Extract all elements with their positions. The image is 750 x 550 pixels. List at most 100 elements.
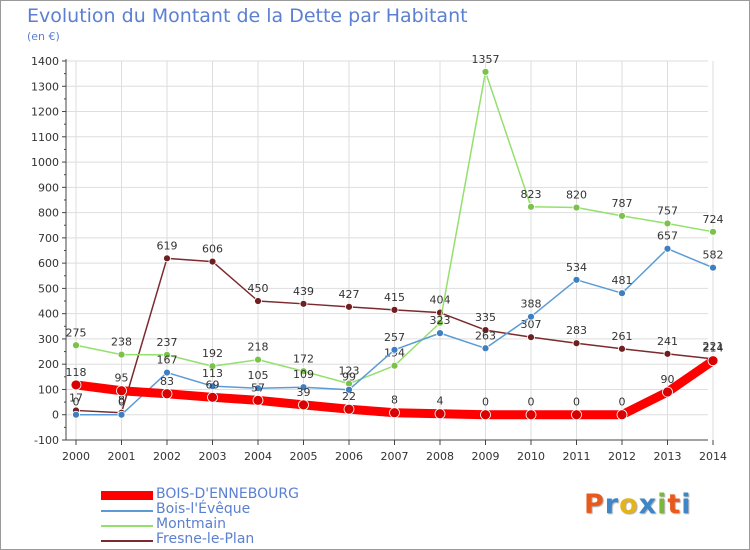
chart-title: Evolution du Montant de la Dette par Hab… xyxy=(27,5,468,27)
data-point-bois-d-ennebourg xyxy=(707,355,719,367)
legend-label-bois-d-ennebourg: BOIS-D'ENNEBOURG xyxy=(156,486,299,502)
data-point-fresne-le-plan xyxy=(208,257,217,266)
data-label-bois-d-ennebourg: 0 xyxy=(482,396,489,409)
y-tick-label: 800 xyxy=(38,207,59,220)
data-label-bois-l-eveque: 323 xyxy=(430,314,451,327)
data-point-fresne-le-plan xyxy=(481,326,490,334)
data-point-bois-d-ennebourg xyxy=(571,409,582,421)
data-point-montmain xyxy=(254,355,262,364)
y-tick-label: 0 xyxy=(52,409,59,422)
y-tick-label: 1400 xyxy=(31,55,59,68)
data-label-bois-l-eveque: 263 xyxy=(475,329,496,342)
data-point-montmain xyxy=(527,202,535,211)
legend-swatch-bois-l-eveque xyxy=(101,510,153,512)
data-point-montmain xyxy=(208,362,217,371)
data-label-bois-d-ennebourg: 39 xyxy=(297,386,311,399)
y-tick-label: 200 xyxy=(38,358,59,371)
data-label-fresne-le-plan: 404 xyxy=(430,294,451,307)
data-label-bois-l-eveque: 534 xyxy=(566,261,587,274)
legend-swatch-montmain xyxy=(101,525,153,527)
data-label-bois-l-eveque: 113 xyxy=(202,367,223,380)
data-label-bois-l-eveque: 0 xyxy=(73,396,80,409)
x-tick-label: 2005 xyxy=(290,450,318,463)
x-tick-label: 2003 xyxy=(199,450,227,463)
data-point-bois-l-eveque xyxy=(117,410,126,419)
x-tick-label: 2006 xyxy=(335,450,363,463)
data-label-montmain: 238 xyxy=(111,336,132,349)
plot-area xyxy=(66,61,708,440)
y-tick-label: 1000 xyxy=(31,156,59,169)
data-label-fresne-le-plan: 261 xyxy=(612,330,633,343)
data-label-bois-d-ennebourg: 95 xyxy=(115,372,129,385)
legend-swatch-fresne-le-plan xyxy=(101,540,153,542)
data-label-fresne-le-plan: 450 xyxy=(248,282,269,295)
data-point-bois-d-ennebourg xyxy=(389,407,400,419)
data-point-bois-d-ennebourg xyxy=(298,399,309,411)
x-tick-label: 2004 xyxy=(244,450,272,463)
y-tick-label: 600 xyxy=(38,257,59,270)
legend-swatch-bois-d-ennebourg xyxy=(101,491,153,500)
data-point-fresne-le-plan xyxy=(345,302,353,311)
data-label-fresne-le-plan: 17 xyxy=(69,391,83,404)
data-point-fresne-le-plan xyxy=(254,297,262,305)
data-label-fresne-le-plan: 307 xyxy=(521,318,542,331)
data-label-fresne-le-plan: 335 xyxy=(475,311,496,324)
data-label-bois-d-ennebourg: 57 xyxy=(251,381,265,394)
data-label-bois-d-ennebourg: 118 xyxy=(66,366,87,379)
data-label-montmain: 823 xyxy=(521,188,542,201)
data-label-montmain: 237 xyxy=(157,336,178,349)
data-label-fresne-le-plan: 241 xyxy=(657,335,678,348)
x-tick-label: 2013 xyxy=(654,450,682,463)
data-point-montmain xyxy=(163,350,171,359)
data-label-bois-l-eveque: 481 xyxy=(612,274,633,287)
data-point-bois-d-ennebourg xyxy=(161,388,173,400)
y-tick-label: 1100 xyxy=(31,131,59,144)
data-label-montmain: 1357 xyxy=(472,53,500,66)
data-point-bois-l-eveque xyxy=(299,383,308,392)
data-point-fresne-le-plan xyxy=(390,305,399,314)
data-point-bois-l-eveque xyxy=(618,289,626,298)
data-point-bois-l-eveque xyxy=(527,312,535,321)
data-point-fresne-le-plan xyxy=(618,344,626,353)
data-point-fresne-le-plan xyxy=(299,299,308,308)
data-label-bois-d-ennebourg: 22 xyxy=(342,390,356,403)
data-point-bois-d-ennebourg xyxy=(116,385,127,397)
data-label-bois-l-eveque: 0 xyxy=(118,396,125,409)
y-tick-label: 900 xyxy=(38,181,59,194)
data-point-bois-l-eveque xyxy=(208,382,217,391)
data-point-montmain xyxy=(618,211,626,220)
x-tick-label: 2002 xyxy=(153,450,181,463)
data-label-montmain: 123 xyxy=(339,365,360,378)
data-point-bois-l-eveque xyxy=(709,263,717,272)
data-point-bois-l-eveque xyxy=(572,275,581,284)
data-point-bois-l-eveque xyxy=(345,385,353,394)
data-point-bois-d-ennebourg xyxy=(434,408,446,420)
x-tick-label: 2011 xyxy=(563,450,591,463)
data-point-bois-d-ennebourg xyxy=(207,391,218,403)
data-point-montmain xyxy=(663,219,672,228)
x-tick-label: 2010 xyxy=(517,450,545,463)
x-tick-label: 2000 xyxy=(62,450,90,463)
data-point-bois-l-eveque xyxy=(254,384,262,393)
data-label-bois-l-eveque: 99 xyxy=(342,371,356,384)
data-point-montmain xyxy=(72,341,80,350)
x-tick-label: 2008 xyxy=(426,450,454,463)
logo-letter: P xyxy=(584,489,605,520)
data-label-montmain: 757 xyxy=(657,204,678,217)
data-label-fresne-le-plan: 427 xyxy=(339,288,360,301)
data-label-montmain: 275 xyxy=(66,326,87,339)
data-label-bois-d-ennebourg: 0 xyxy=(573,396,580,409)
data-point-bois-l-eveque xyxy=(163,368,171,377)
data-point-montmain xyxy=(299,367,308,376)
data-label-bois-d-ennebourg: 0 xyxy=(619,396,626,409)
data-label-bois-d-ennebourg: 83 xyxy=(160,375,174,388)
data-point-montmain xyxy=(390,361,399,370)
legend-label-bois-l-eveque: Bois-l'Évêque xyxy=(156,501,251,517)
y-tick-label: 1300 xyxy=(31,80,59,93)
data-point-fresne-le-plan xyxy=(527,333,535,342)
data-point-bois-l-eveque xyxy=(436,329,444,338)
x-tick-label: 2007 xyxy=(381,450,409,463)
data-point-bois-d-ennebourg xyxy=(70,379,82,391)
